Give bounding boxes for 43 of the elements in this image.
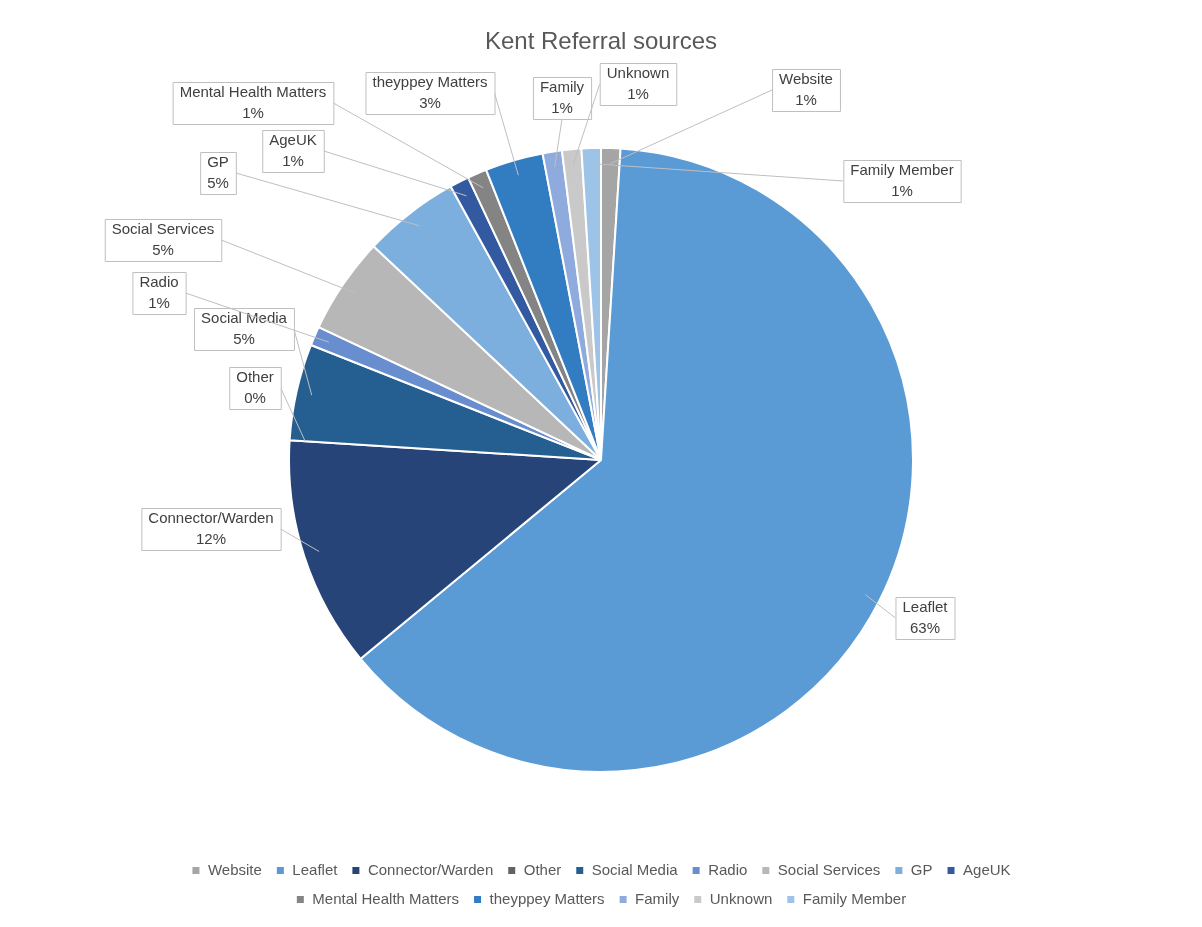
text: 0% xyxy=(244,389,266,407)
slice-label: Social Media xyxy=(201,309,288,327)
data-label: 1% xyxy=(148,294,170,312)
slice-label: AgeUK xyxy=(269,131,317,149)
slice-label: Connector/Warden xyxy=(148,509,274,527)
legend-label: Connector/Warden xyxy=(367,860,494,878)
legend-label: GP xyxy=(910,860,933,878)
data-label: 5% xyxy=(233,330,255,348)
legend-label: Social Services xyxy=(777,860,881,878)
slice-label: Mental Health Matters xyxy=(179,83,327,101)
data-label: 1% xyxy=(891,182,913,200)
legend-label: Other xyxy=(523,860,562,878)
data-label: 5% xyxy=(207,174,229,192)
legend-label: Unknown xyxy=(709,889,773,907)
slice-label: Unknown xyxy=(606,64,670,82)
legend-label: Family xyxy=(635,889,680,907)
legend-label: Website xyxy=(207,860,262,878)
chart-title: Kent Referral sources xyxy=(484,27,718,55)
legend-label: Mental Health Matters xyxy=(312,889,460,907)
data-label: 1% xyxy=(282,152,304,170)
data-label: 1% xyxy=(795,91,817,109)
data-label: 1% xyxy=(242,104,264,122)
legend-label: AgeUK xyxy=(963,860,1011,878)
legend-label: Family Member xyxy=(802,889,907,907)
slice-label: Family xyxy=(539,78,585,96)
data-label: 12% xyxy=(195,530,227,548)
slice-label: theyppey Matters xyxy=(372,73,488,91)
legend-label: Social Media xyxy=(591,860,679,878)
data-label: 5% xyxy=(152,241,174,259)
legend-label: theyppey Matters xyxy=(489,889,605,907)
slice-label: Leaflet xyxy=(902,598,949,616)
legend-label: Radio xyxy=(708,860,748,878)
slice-label: Radio xyxy=(139,273,179,291)
slice-label: Social Services xyxy=(111,220,215,238)
data-label: 1% xyxy=(551,99,573,117)
slice-label: Family Member xyxy=(850,161,954,179)
data-label: 1% xyxy=(627,85,649,103)
data-label: 63% xyxy=(909,619,941,637)
slice-label: GP xyxy=(207,153,229,171)
data-label: 3% xyxy=(419,94,441,112)
legend-label: Leaflet xyxy=(292,860,339,878)
category-label: Other xyxy=(236,368,274,386)
slice-label: Website xyxy=(779,70,833,88)
